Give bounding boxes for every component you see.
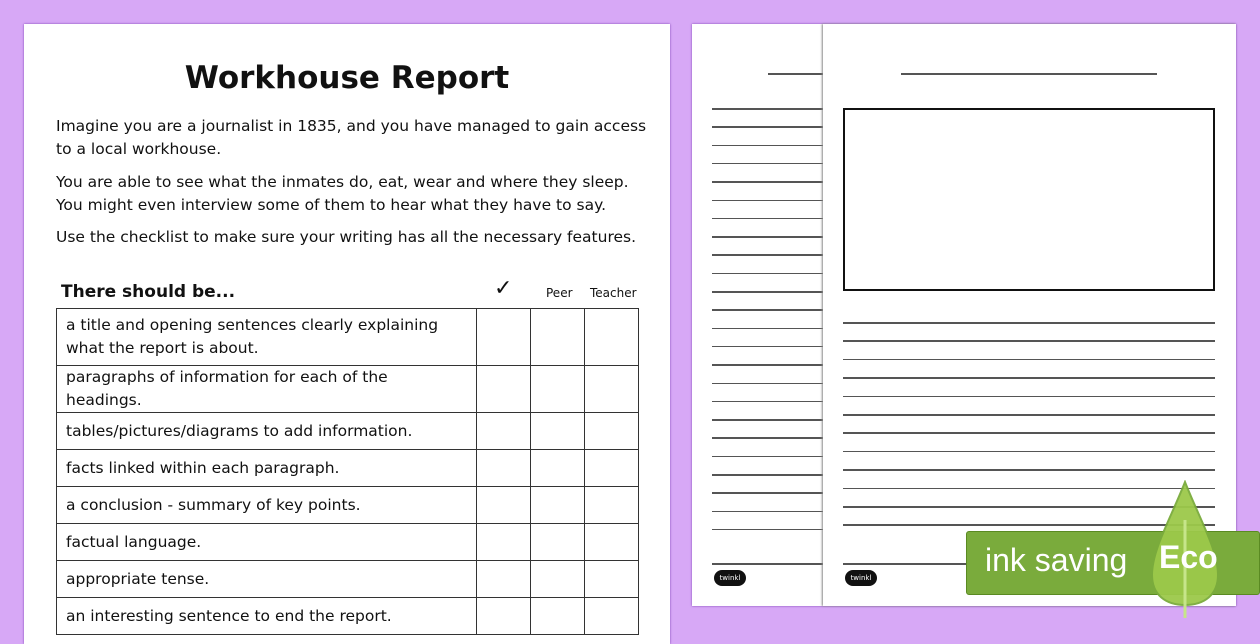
teacher-checkbox-cell[interactable] [584, 523, 639, 561]
tick-checkbox-cell[interactable] [476, 486, 531, 524]
checklist-row: facts linked within each paragraph. [56, 449, 639, 487]
checklist-row: an interesting sentence to end the repor… [56, 597, 639, 635]
writing-line [712, 162, 832, 165]
peer-checkbox-cell[interactable] [530, 308, 585, 366]
writing-line [712, 108, 832, 110]
writing-line [712, 455, 832, 458]
checklist-row: tables/pictures/diagrams to add informat… [56, 412, 639, 450]
checklist-row: a title and opening sentences clearly ex… [56, 308, 639, 366]
writing-line [712, 419, 832, 421]
writing-line [712, 291, 832, 293]
writing-line [712, 382, 832, 384]
intro-paragraph: Imagine you are a journalist in 1835, an… [56, 117, 647, 158]
checklist-item: paragraphs of information for each of th… [56, 365, 477, 413]
intro-paragraph: You are able to see what the inmates do,… [56, 173, 629, 214]
checklist-row: paragraphs of information for each of th… [56, 365, 639, 413]
tick-checkbox-cell[interactable] [476, 560, 531, 598]
writing-line [712, 217, 832, 220]
writing-line [712, 474, 832, 476]
checklist-item: a title and opening sentences clearly ex… [56, 308, 477, 366]
writing-line [843, 358, 1215, 361]
checklist-item: appropriate tense. [56, 560, 477, 598]
writing-line [843, 414, 1215, 416]
peer-checkbox-cell[interactable] [530, 523, 585, 561]
leaf-icon [1150, 480, 1220, 618]
writing-line [843, 395, 1215, 398]
writing-line [712, 400, 832, 403]
teacher-column-header: Teacher [590, 286, 637, 300]
tick-checkbox-cell[interactable] [476, 412, 531, 450]
writing-line [712, 364, 832, 366]
title-line [768, 73, 828, 75]
twinkl-logo: twinkl [845, 570, 877, 586]
page-title: Workhouse Report [184, 60, 510, 96]
tick-checkbox-cell[interactable] [476, 597, 531, 635]
checklist-item: facts linked within each paragraph. [56, 449, 477, 487]
writing-line [712, 528, 832, 531]
teacher-checkbox-cell[interactable] [584, 412, 639, 450]
writing-line [712, 126, 832, 128]
teacher-checkbox-cell[interactable] [584, 365, 639, 413]
writing-line [712, 492, 832, 494]
tick-checkbox-cell[interactable] [476, 308, 531, 366]
front-writing-page: twinkl [823, 24, 1236, 606]
peer-checkbox-cell[interactable] [530, 412, 585, 450]
writing-line [843, 377, 1215, 379]
tick-column-header: ✓ [494, 276, 513, 301]
writing-line [712, 144, 832, 147]
checklist-heading: There should be... [61, 282, 236, 302]
writing-line [712, 254, 832, 256]
writing-line [843, 340, 1215, 342]
writing-line [712, 236, 832, 238]
checklist-item: a conclusion - summary of key points. [56, 486, 477, 524]
peer-column-header: Peer [546, 286, 573, 300]
writing-line [843, 469, 1215, 471]
tick-checkbox-cell[interactable] [476, 365, 531, 413]
writing-line [843, 432, 1215, 434]
checklist-item: tables/pictures/diagrams to add informat… [56, 412, 477, 450]
writing-line [712, 272, 832, 275]
peer-checkbox-cell[interactable] [530, 449, 585, 487]
eco-label: Eco [1159, 539, 1218, 575]
writing-line [712, 437, 832, 439]
checklist-page: Workhouse Report Imagine you are a journ… [24, 24, 670, 644]
peer-checkbox-cell[interactable] [530, 365, 585, 413]
checklist-row: a conclusion - summary of key points. [56, 486, 639, 524]
checklist-row: factual language. [56, 523, 639, 561]
writing-line [712, 181, 832, 183]
teacher-checkbox-cell[interactable] [584, 597, 639, 635]
peer-checkbox-cell[interactable] [530, 486, 585, 524]
tick-checkbox-cell[interactable] [476, 449, 531, 487]
bottom-line [712, 563, 832, 565]
teacher-checkbox-cell[interactable] [584, 560, 639, 598]
writing-line [843, 524, 1215, 526]
twinkl-logo: twinkl [714, 570, 746, 586]
checklist-item: factual language. [56, 523, 477, 561]
writing-line [712, 327, 832, 330]
peer-checkbox-cell[interactable] [530, 560, 585, 598]
checklist-item: an interesting sentence to end the repor… [56, 597, 477, 635]
writing-line [712, 510, 832, 513]
teacher-checkbox-cell[interactable] [584, 308, 639, 366]
peer-checkbox-cell[interactable] [530, 597, 585, 635]
title-line [901, 73, 1157, 75]
writing-line [843, 506, 1215, 508]
writing-line [843, 322, 1215, 324]
checklist-row: appropriate tense. [56, 560, 639, 598]
writing-line [712, 309, 832, 311]
ink-saving-label: ink saving [985, 542, 1128, 578]
intro-paragraph: Use the checklist to make sure your writ… [56, 228, 637, 246]
tick-checkbox-cell[interactable] [476, 523, 531, 561]
teacher-checkbox-cell[interactable] [584, 449, 639, 487]
picture-box [843, 108, 1215, 291]
writing-line [712, 345, 832, 348]
writing-line [712, 199, 832, 201]
writing-line [843, 487, 1215, 490]
teacher-checkbox-cell[interactable] [584, 486, 639, 524]
checklist-table: a title and opening sentences clearly ex… [56, 308, 639, 635]
writing-line [843, 450, 1215, 453]
